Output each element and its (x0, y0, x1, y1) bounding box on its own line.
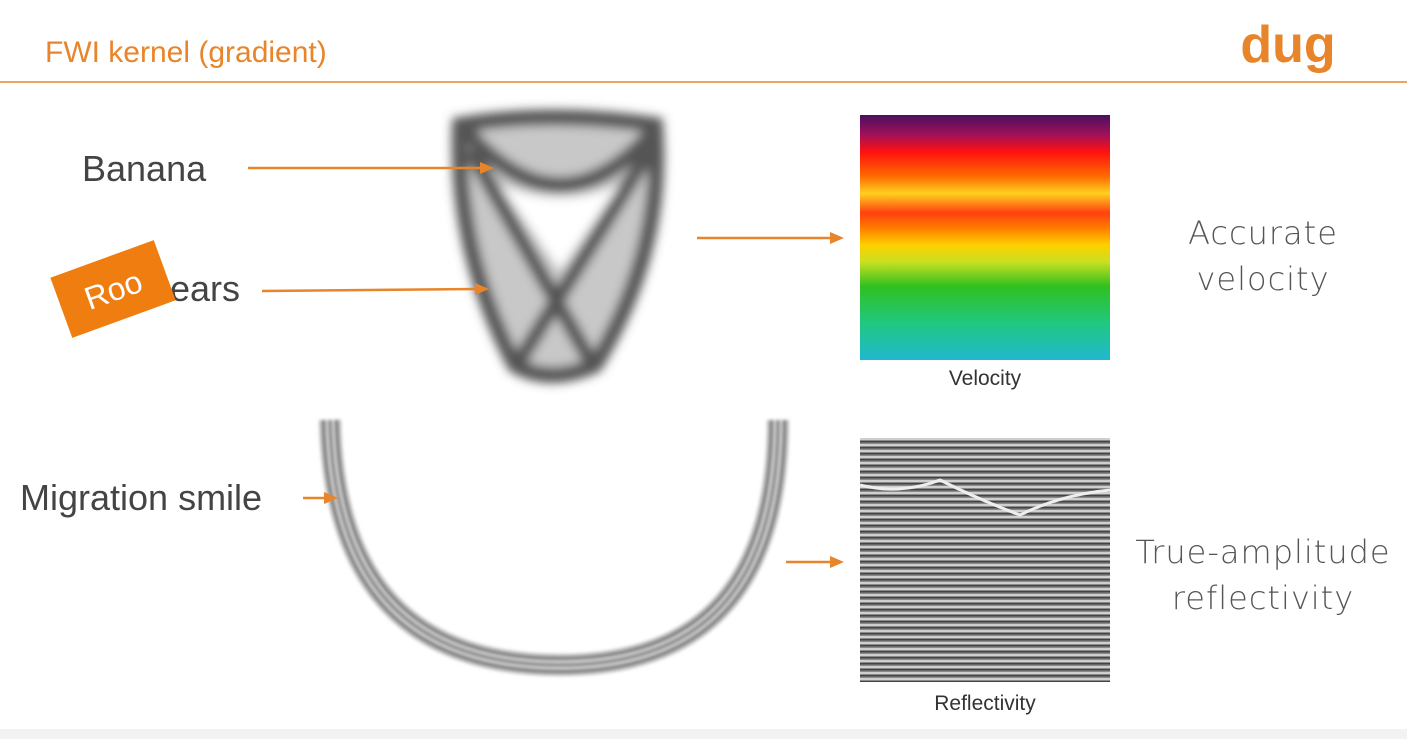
slide-title: FWI kernel (gradient) (45, 36, 327, 69)
result-text: Accurate (1188, 214, 1338, 252)
result-text: velocity (1196, 260, 1329, 298)
reflectivity-image (860, 438, 1110, 682)
panel-caption: Velocity (949, 367, 1022, 390)
velocity-image (860, 115, 1110, 360)
result-text: True-amplitude (1135, 533, 1390, 571)
reflector (859, 478, 1111, 517)
result-text: reflectivity (1172, 579, 1354, 617)
footer-bar (0, 729, 1407, 739)
label: Migration smile (20, 477, 262, 518)
sticker: Roo (50, 240, 176, 338)
kernel-shape (451, 109, 665, 383)
logo: dug (1240, 16, 1335, 74)
label: ears (170, 268, 240, 309)
panel-caption: Reflectivity (934, 692, 1036, 715)
smile-shape (319, 419, 789, 677)
label: Banana (82, 148, 207, 189)
arrows (248, 162, 844, 568)
